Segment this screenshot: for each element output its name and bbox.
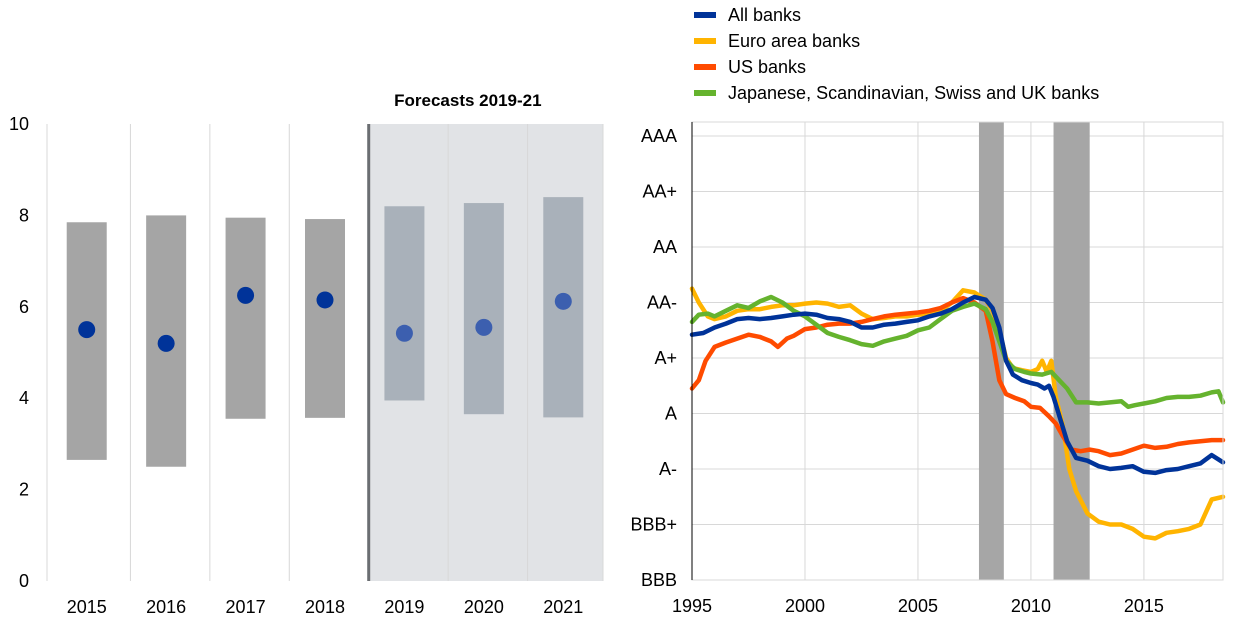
range-bar-2019 xyxy=(384,206,425,401)
left-y-tick-2: 2 xyxy=(19,480,29,500)
median-dot-2018 xyxy=(316,291,334,309)
right-plot-frame xyxy=(691,121,1224,581)
legend: All banks Euro area banks US banks Japanese… xyxy=(694,5,1099,103)
left-x-tick-2019: 2019 xyxy=(384,597,424,617)
left-x-tick-2015: 2015 xyxy=(67,597,107,617)
left-x-tick-2018: 2018 xyxy=(305,597,345,617)
left-y-tick-8: 8 xyxy=(19,205,29,225)
range-bar-2017 xyxy=(225,217,266,419)
left-x-tick-2020: 2020 xyxy=(464,597,504,617)
right-y-tick: A- xyxy=(659,459,677,479)
median-dot-2017 xyxy=(237,286,255,304)
range-bar-2018 xyxy=(305,219,345,418)
forecast-region-label: Forecasts 2019-21 xyxy=(394,91,541,110)
left-range-bars xyxy=(66,197,584,467)
left-y-tick-labels: 0 2 4 6 8 10 xyxy=(9,114,29,591)
left-x-tick-2016: 2016 xyxy=(146,597,186,617)
left-x-tick-labels: 2015 2016 2017 2018 2019 2020 2021 xyxy=(67,597,584,617)
median-dot-2015 xyxy=(78,321,96,339)
legend-label: US banks xyxy=(728,57,806,77)
left-y-tick-4: 4 xyxy=(19,388,29,408)
legend-label: All banks xyxy=(728,5,801,25)
series-line-all-banks xyxy=(689,294,1226,476)
range-bar-2015 xyxy=(66,222,107,460)
left-x-tick-2021: 2021 xyxy=(543,597,583,617)
crisis-period-1 xyxy=(978,122,1004,580)
right-y-tick: AA xyxy=(653,237,677,257)
right-x-tick-2005: 2005 xyxy=(898,596,938,616)
left-y-tick-0: 0 xyxy=(19,571,29,591)
left-y-tick-10: 10 xyxy=(9,114,29,134)
crisis-shaded-periods xyxy=(978,122,1090,580)
right-x-tick-2010: 2010 xyxy=(1011,596,1051,616)
legend-label: Euro area banks xyxy=(728,31,860,51)
left-y-tick-6: 6 xyxy=(19,297,29,317)
left-x-tick-2017: 2017 xyxy=(226,597,266,617)
median-dot-2020 xyxy=(475,318,493,336)
right-y-tick: AA+ xyxy=(642,182,677,202)
right-y-tick: A xyxy=(665,404,677,424)
right-y-tick: AAA xyxy=(641,126,677,146)
left-panel-range-chart: 0 2 4 6 8 10 2015 2016 2017 2018 2019 2020 2021 For… xyxy=(9,91,604,617)
median-dot-2019 xyxy=(395,324,413,342)
right-x-tick-labels: 1995 2000 2005 2010 2015 xyxy=(672,596,1164,616)
right-gridlines xyxy=(691,122,1223,581)
rating-series-lines xyxy=(689,286,1226,541)
legend-label: Japanese, Scandinavian, Swiss and UK ban… xyxy=(728,83,1099,103)
right-y-tick: AA- xyxy=(647,293,677,313)
right-y-tick: BBB+ xyxy=(630,515,677,535)
right-x-tick-1995: 1995 xyxy=(672,596,712,616)
right-x-tick-2015: 2015 xyxy=(1124,596,1164,616)
series-line-japanese-scandinavian-swiss-and-uk-banks xyxy=(689,294,1226,410)
right-y-tick: A+ xyxy=(654,348,677,368)
range-bar-2020 xyxy=(463,203,504,415)
right-x-tick-2000: 2000 xyxy=(785,596,825,616)
median-dot-2021 xyxy=(554,292,572,310)
left-median-dots xyxy=(78,286,572,352)
right-y-tick: BBB xyxy=(641,570,677,590)
series-line-us-banks xyxy=(689,295,1226,458)
median-dot-2016 xyxy=(157,334,175,352)
